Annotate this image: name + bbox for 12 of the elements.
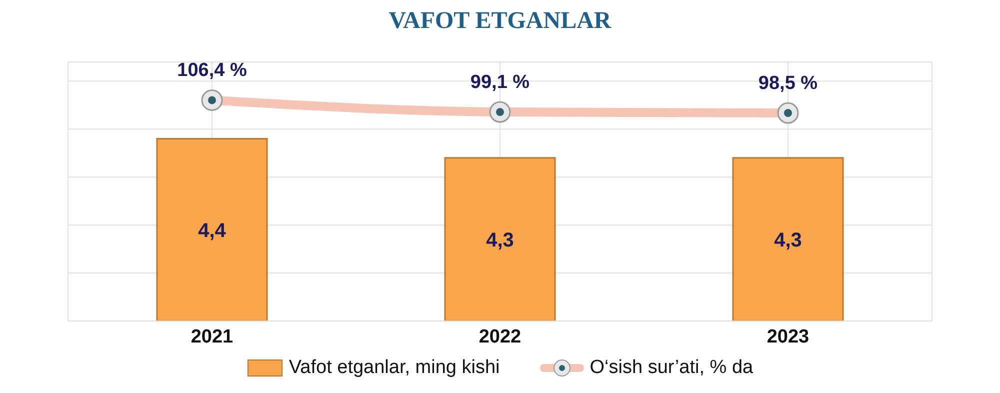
x-tick-label: 2021 xyxy=(190,326,234,348)
chart-title: VAFOT ETGANLAR xyxy=(388,8,612,36)
data-label: 4,4 xyxy=(198,220,227,242)
x-tick-label: 2022 xyxy=(478,326,522,348)
data-label: 4,3 xyxy=(486,229,514,252)
data-label: 4,3 xyxy=(774,229,802,252)
data-label: 99,1 % xyxy=(470,72,530,94)
data-label: 98,5 % xyxy=(758,72,818,94)
legend-label: O‘sish sur’ati, % da xyxy=(590,357,754,379)
legend-label: Vafot etganlar, ming kishi xyxy=(288,357,500,379)
data-label: 106,4 % xyxy=(177,60,247,82)
x-tick-label: 2023 xyxy=(766,326,810,348)
